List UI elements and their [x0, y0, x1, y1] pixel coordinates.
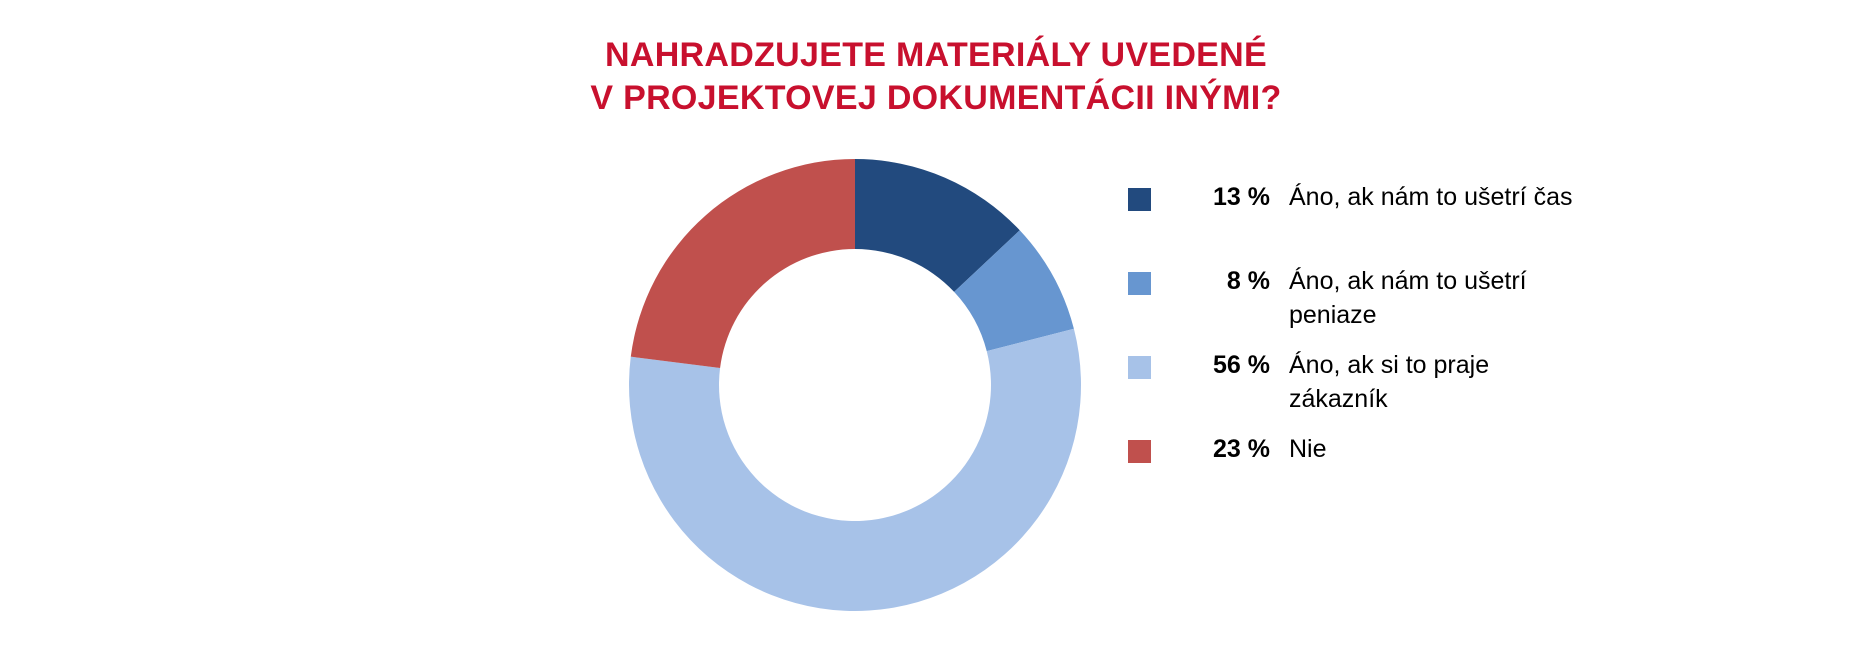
chart-title-line-1: NAHRADZUJETE MATERIÁLY UVEDENÉ [604, 36, 1267, 74]
legend-label-3: Áno, ak si to praje zákazník [1289, 351, 1490, 413]
legend-label-4: Nie [1289, 435, 1327, 463]
legend-swatch-4 [1128, 440, 1151, 463]
legend-item-3: 56 % Áno, ak si to praje zákazník [1128, 348, 1588, 432]
legend-item-4: 23 % Nie [1128, 432, 1588, 492]
legend-value-1: 13 % [1213, 183, 1270, 211]
donut-slice-3 [629, 328, 1081, 611]
legend-item-2: 8 % Áno, ak nám to ušetrí peniaze [1128, 264, 1588, 348]
legend-value-2: 8 % [1226, 267, 1270, 295]
legend-value-4: 23 % [1213, 435, 1270, 463]
chart-legend: 13 % Áno, ak nám to ušetrí čas 8 % Áno, … [1128, 180, 1588, 492]
legend-value-3: 56 % [1213, 351, 1270, 379]
legend-item-1: 13 % Áno, ak nám to ušetrí čas [1128, 180, 1588, 264]
donut-slice-1 [855, 159, 1020, 292]
donut-slice-2 [954, 230, 1074, 352]
donut-slice-4 [630, 159, 855, 368]
legend-label-2: Áno, ak nám to ušetrí peniaze [1289, 267, 1527, 329]
legend-swatch-2 [1128, 272, 1151, 295]
legend-label-1: Áno, ak nám to ušetrí čas [1289, 183, 1573, 211]
legend-swatch-3 [1128, 356, 1151, 379]
legend-swatch-1 [1128, 188, 1151, 211]
chart-title-line-2: V PROJEKTOVEJ DOKUMENTÁCII INÝMI? [590, 79, 1282, 117]
